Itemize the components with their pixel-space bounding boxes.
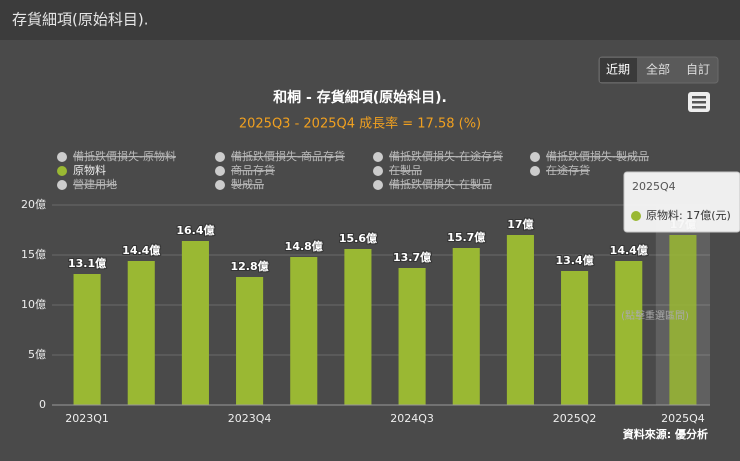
tooltip-marker bbox=[631, 211, 641, 221]
tooltip-label: 原物料: 17億(元) bbox=[646, 208, 731, 222]
legend-label-hidden[interactable]: 備抵跌價損失-在途存貨 bbox=[389, 149, 503, 163]
range-button[interactable]: 近期 bbox=[606, 63, 630, 77]
legend-label-hidden[interactable]: 營建用地 bbox=[73, 177, 117, 191]
legend-marker[interactable] bbox=[530, 166, 540, 176]
tooltip-title: 2025Q4 bbox=[632, 180, 676, 193]
x-tick-label: 2025Q2 bbox=[553, 412, 597, 425]
data-label: 14.4億 bbox=[122, 243, 160, 257]
header-bar bbox=[0, 0, 740, 40]
data-label: 13.1億 bbox=[68, 256, 106, 270]
menu-line bbox=[692, 106, 706, 109]
y-tick-label: 0 bbox=[39, 398, 46, 411]
data-label: 15.7億 bbox=[447, 230, 485, 244]
legend-marker[interactable] bbox=[57, 152, 67, 162]
legend-label-hidden[interactable]: 商品存貨 bbox=[231, 163, 275, 177]
chart-subtitle: 2025Q3 - 2025Q4 成長率 = 17.58 (%) bbox=[239, 116, 481, 132]
data-label: 13.4億 bbox=[556, 253, 594, 267]
data-label: 12.8億 bbox=[231, 259, 269, 273]
x-tick-label: 2023Q1 bbox=[65, 412, 109, 425]
legend-label-hidden[interactable]: 在途存貨 bbox=[546, 163, 590, 177]
y-tick-label: 5億 bbox=[28, 348, 46, 361]
bar[interactable] bbox=[344, 249, 372, 405]
bar[interactable] bbox=[181, 241, 209, 405]
legend-marker[interactable] bbox=[373, 166, 383, 176]
legend-label-hidden[interactable]: 備抵跌價損失-商品存貨 bbox=[231, 149, 345, 163]
data-label: 14.4億 bbox=[610, 243, 648, 257]
y-tick-label: 15億 bbox=[21, 248, 46, 261]
legend-label-hidden[interactable]: 製成品 bbox=[231, 177, 264, 191]
bar[interactable] bbox=[669, 235, 697, 405]
x-tick-label: 2023Q4 bbox=[228, 412, 272, 425]
menu-icon[interactable] bbox=[688, 92, 710, 112]
legend-marker[interactable] bbox=[215, 180, 225, 190]
y-tick-label: 20億 bbox=[21, 198, 46, 211]
data-label: 13.7億 bbox=[393, 250, 431, 264]
menu-line bbox=[692, 101, 706, 104]
source: 資料來源: 優分析 bbox=[623, 427, 708, 441]
tooltip-box bbox=[623, 171, 740, 233]
data-label: 15.6億 bbox=[339, 231, 377, 245]
x-tick-label: 2024Q3 bbox=[390, 412, 434, 425]
bar[interactable] bbox=[398, 268, 426, 405]
legend-marker[interactable] bbox=[373, 180, 383, 190]
y-tick-label: 10億 bbox=[21, 298, 46, 311]
legend-label[interactable]: 原物料 bbox=[73, 163, 106, 177]
legend-label-hidden[interactable]: 備抵跌價損失-原物料 bbox=[73, 149, 176, 163]
range-button[interactable]: 全部 bbox=[646, 62, 670, 77]
data-label: 16.4億 bbox=[176, 223, 214, 237]
range-button[interactable]: 自訂 bbox=[686, 62, 710, 77]
legend-marker[interactable] bbox=[215, 152, 225, 162]
legend-marker[interactable] bbox=[57, 180, 67, 190]
data-label: 14.8億 bbox=[285, 239, 323, 253]
chart-title: 和桐 - 存貨細項(原始科目). bbox=[273, 89, 447, 106]
legend-marker[interactable] bbox=[530, 152, 540, 162]
bar[interactable] bbox=[452, 248, 480, 405]
bar[interactable] bbox=[127, 261, 155, 405]
bar[interactable] bbox=[615, 261, 643, 405]
legend-label-hidden[interactable]: 在製品 bbox=[389, 163, 422, 177]
bar[interactable] bbox=[290, 257, 318, 405]
legend-marker[interactable] bbox=[215, 166, 225, 176]
data-label: 17億 bbox=[507, 217, 533, 231]
legend-marker[interactable] bbox=[373, 152, 383, 162]
range-button-active[interactable] bbox=[600, 58, 637, 82]
legend-label-hidden[interactable]: 備抵跌價損失-製成品 bbox=[546, 149, 649, 163]
menu-line bbox=[692, 96, 706, 99]
x-tick-label: 2025Q4 bbox=[661, 412, 705, 425]
bar[interactable] bbox=[73, 274, 101, 405]
bar[interactable] bbox=[506, 235, 534, 405]
bar[interactable] bbox=[236, 277, 264, 405]
legend-label-hidden[interactable]: 備抵跌價損失-在製品 bbox=[389, 177, 492, 191]
header-title: 存貨細項(原始科目). bbox=[12, 11, 148, 29]
legend-marker[interactable] bbox=[57, 166, 67, 176]
annotation: (點擊重選區間) bbox=[621, 309, 689, 322]
bar[interactable] bbox=[561, 271, 589, 405]
